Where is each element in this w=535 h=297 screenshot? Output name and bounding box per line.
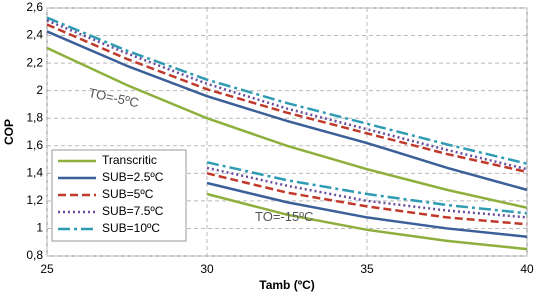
y-axis-title: COP	[2, 119, 16, 145]
y-tick-label: 2,4	[26, 28, 43, 42]
legend-label: SUB=10ºC	[102, 221, 160, 235]
x-axis-title: Tamb (ºC)	[259, 278, 315, 292]
data-line	[206, 192, 528, 251]
legend-label: SUB=7.5ºC	[102, 204, 164, 218]
data-line	[46, 23, 528, 174]
legend-label: Transcritic	[102, 153, 157, 167]
data-line	[46, 19, 528, 171]
data-line	[206, 172, 528, 226]
y-tick-label: 1,8	[26, 110, 43, 124]
x-tick-label: 35	[360, 262, 374, 276]
y-tick-label: 2,6	[26, 0, 43, 14]
y-tick-label: 2	[36, 83, 43, 97]
data-line	[46, 30, 528, 192]
y-tick-label: 0,8	[26, 248, 43, 262]
y-tick-label: 1,2	[26, 193, 43, 207]
data-line	[206, 161, 528, 215]
x-tick-label: 40	[520, 262, 534, 276]
data-line	[46, 46, 528, 209]
data-line	[46, 16, 528, 165]
x-tick-label: 25	[40, 262, 54, 276]
y-tick-label: 1,4	[26, 166, 43, 180]
legend-label: SUB=2.5ºC	[102, 170, 164, 184]
x-tick-label: 30	[200, 262, 214, 276]
legend-label: SUB=5ºC	[102, 187, 154, 201]
y-tick-label: 2,2	[26, 55, 43, 69]
y-tick-label: 1,6	[26, 138, 43, 152]
y-tick-label: 1	[36, 221, 43, 235]
annotation: TO=-5ºC	[87, 85, 140, 110]
annotation: TO=-15ºC	[255, 209, 313, 224]
data-line	[206, 166, 528, 219]
data-line	[206, 181, 528, 238]
